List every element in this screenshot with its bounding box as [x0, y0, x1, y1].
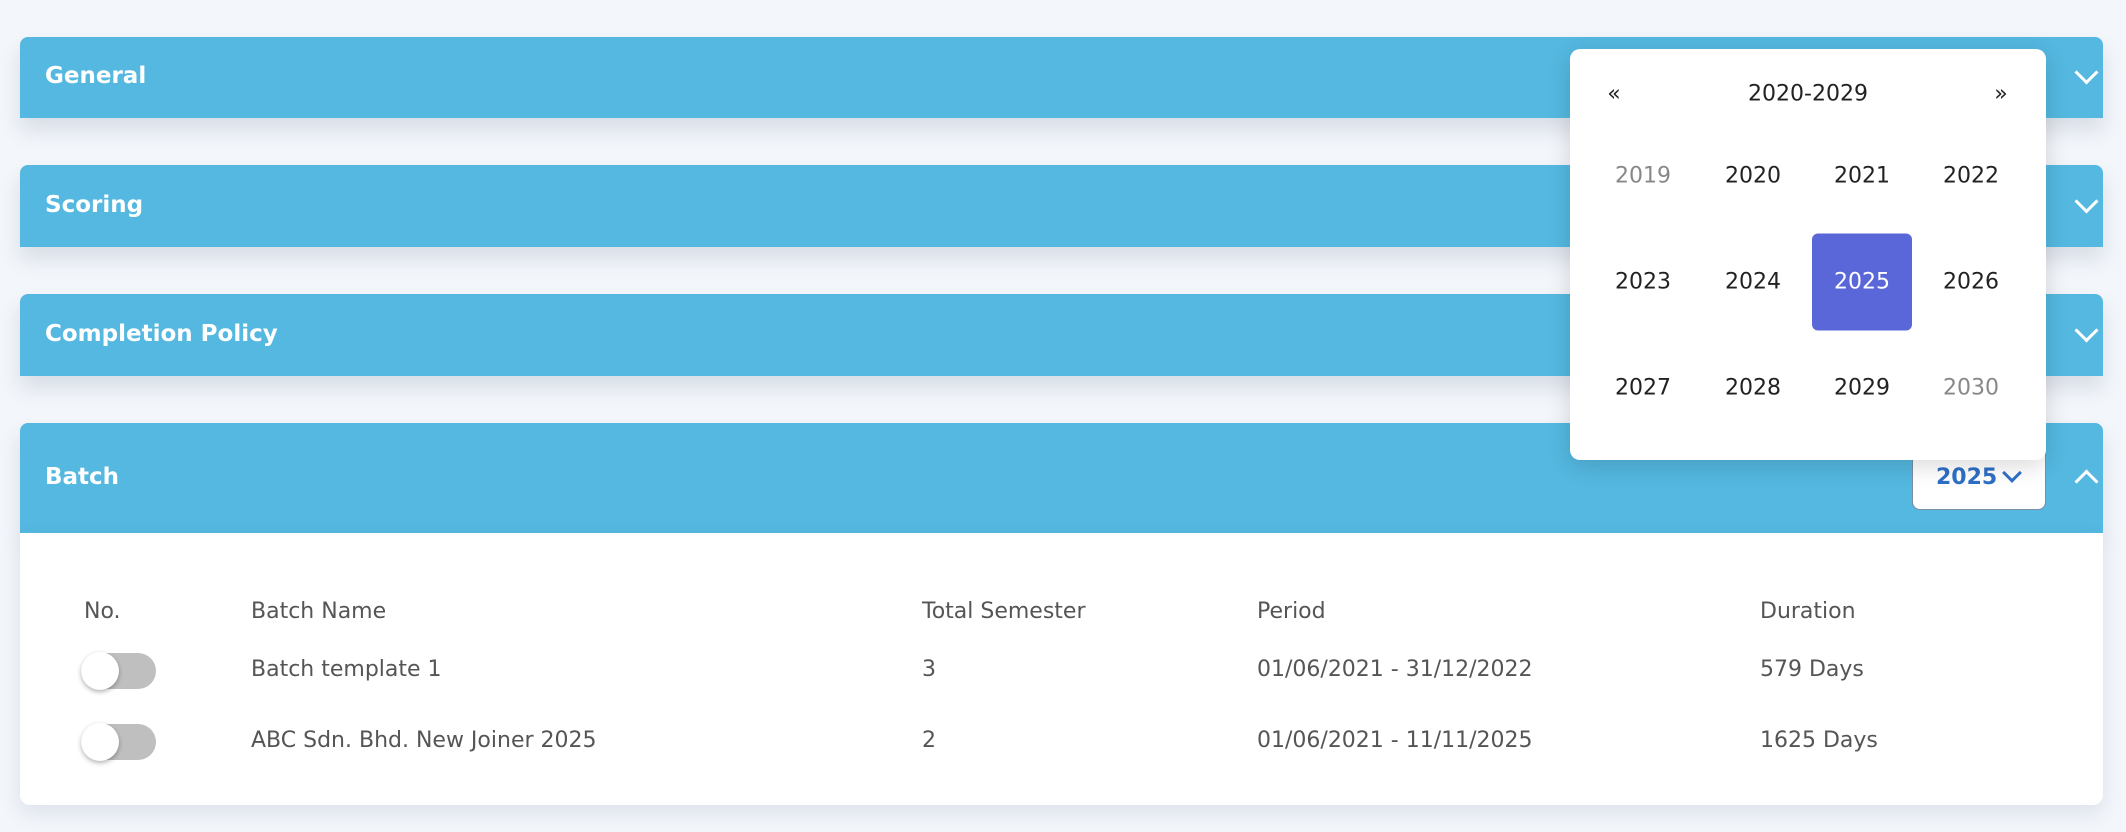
year-option[interactable]: 2019 [1615, 163, 1671, 189]
year-picker: « 2020-2029 » 2019 2020 2021 2022 2023 2024 20… [1570, 49, 2046, 460]
column-header: No. [84, 599, 121, 624]
year-option[interactable]: 2026 [1943, 269, 1999, 295]
prev-button[interactable]: « [1607, 81, 1621, 107]
year-option[interactable]: 2025 [1812, 233, 1912, 331]
year-option[interactable]: 2024 [1725, 269, 1781, 295]
table-cell: 01/06/2021 - 11/11/2025 [1257, 728, 1533, 753]
table-cell: ABC Sdn. Bhd. New Joiner 2025 [251, 728, 597, 753]
next-button[interactable]: » [1994, 81, 2008, 107]
panel-title: Completion Policy [45, 321, 278, 347]
table-cell: Batch template 1 [251, 657, 442, 682]
table-cell: 1625 Days [1760, 728, 1878, 753]
column-header: Duration [1760, 599, 1856, 624]
table-cell: 579 Days [1760, 657, 1864, 682]
chevron [2074, 60, 2099, 85]
year-value: 2025 [1936, 465, 1998, 490]
year-option[interactable]: 2027 [1615, 375, 1671, 401]
year-option[interactable]: 2029 [1834, 375, 1890, 401]
column-header: Total Semester [922, 599, 1086, 624]
panel-title: Batch [45, 464, 120, 490]
table-cell: 3 [922, 657, 936, 682]
chevron [2074, 318, 2099, 343]
chevron [2002, 463, 2022, 483]
year-option[interactable]: 2028 [1725, 375, 1781, 401]
toggle-switch[interactable] [81, 652, 156, 690]
toggle-switch[interactable] [81, 723, 156, 761]
panel-body: No. Batch Name Total Semester Period Duratio… [20, 533, 2103, 805]
panel-title: General [45, 63, 147, 89]
panel-title: Scoring [45, 192, 144, 218]
year-option[interactable]: 2022 [1943, 163, 1999, 189]
chevron [2074, 469, 2099, 494]
year-option[interactable]: 2021 [1834, 163, 1890, 189]
table-cell: 2 [922, 728, 936, 753]
chevron [2074, 189, 2099, 214]
column-header: Period [1257, 599, 1326, 624]
range-title[interactable]: 2020-2029 [1748, 81, 1868, 107]
column-header: Batch Name [251, 599, 387, 624]
table-cell: 01/06/2021 - 31/12/2022 [1257, 657, 1533, 682]
year-option[interactable]: 2023 [1615, 269, 1671, 295]
year-option[interactable]: 2030 [1943, 375, 1999, 401]
year-option[interactable]: 2020 [1725, 163, 1781, 189]
